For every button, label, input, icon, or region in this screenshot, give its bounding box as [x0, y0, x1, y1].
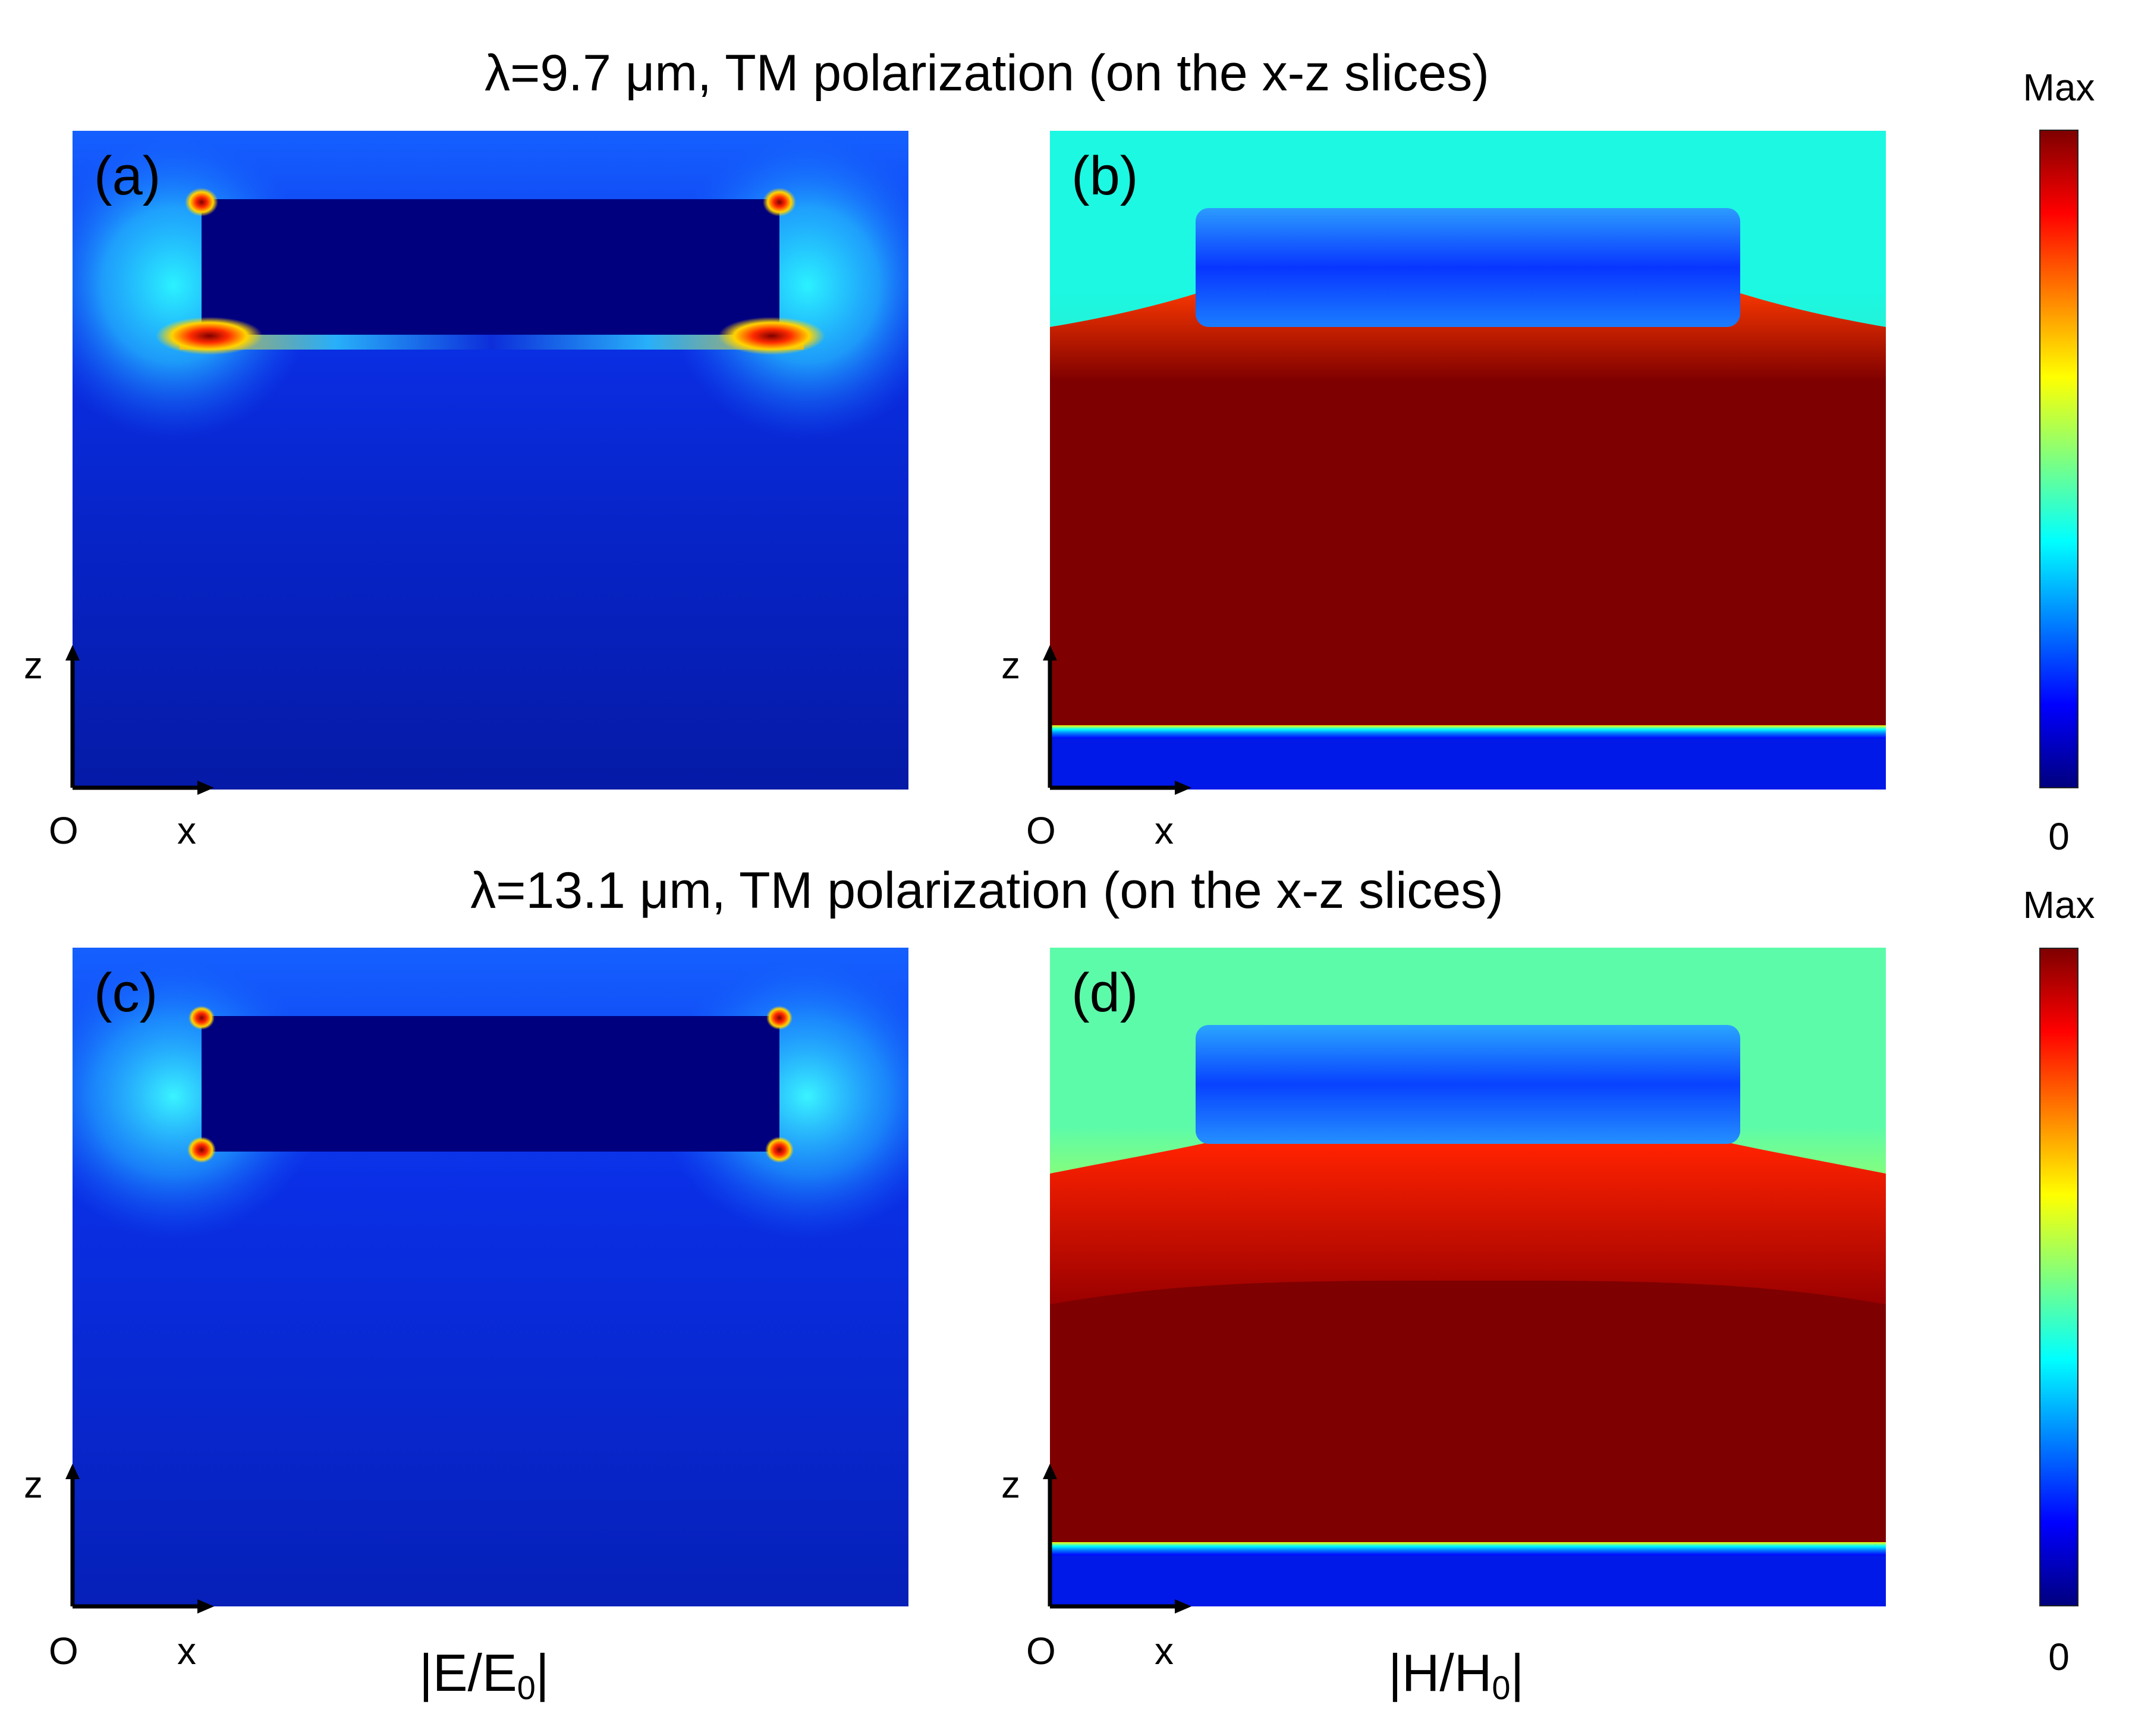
axis-x-label-c: x	[177, 1630, 196, 1672]
axis-x-label-a: x	[177, 809, 196, 852]
row-title-top: λ=9.7 μm, TM polarization (on the x-z sl…	[485, 45, 1489, 102]
panel-a-label: (a)	[94, 146, 161, 206]
quantity-e-main: |E/E	[419, 1643, 517, 1702]
axis-origin-label-a: O	[49, 809, 78, 852]
axis-arrows-b	[1043, 645, 1191, 795]
quantity-e-sub: 0	[517, 1669, 536, 1706]
panel-c-e-field-map: (c)	[73, 948, 908, 1606]
quantity-h-sub: 0	[1492, 1669, 1511, 1706]
axis-z-label-d: z	[1001, 1463, 1020, 1506]
axis-z-label-a: z	[24, 644, 43, 687]
row-title-bottom: λ=13.1 μm, TM polarization (on the x-z s…	[470, 862, 1504, 919]
quantity-e-end: |	[535, 1643, 549, 1702]
colorbar-top-min-label: 0	[2048, 815, 2070, 858]
quantity-label-e: |E/E0|	[419, 1647, 549, 1704]
axis-origin-label-b: O	[1026, 809, 1056, 852]
quantity-h-end: |	[1510, 1643, 1524, 1702]
colorbar-top-max-label: Max	[2023, 66, 2095, 109]
panel-d-label: (d)	[1071, 963, 1139, 1023]
quantity-h-main: |H/H	[1388, 1643, 1492, 1702]
panel-a-e-field-map: (a)	[73, 131, 908, 790]
axis-arrows-d	[1043, 1464, 1191, 1614]
quantity-label-h: |H/H0|	[1388, 1647, 1524, 1704]
axis-origin-label-c: O	[49, 1630, 78, 1672]
colorbar-top	[2039, 130, 2078, 788]
axis-x-label-b: x	[1155, 809, 1174, 852]
axis-origin-label-d: O	[1026, 1630, 1056, 1672]
panel-b-label: (b)	[1071, 146, 1139, 206]
colorbar-bottom	[2039, 948, 2078, 1606]
panel-d-h-field-map: (d)	[1050, 948, 1886, 1606]
colorbar-bottom-max-label: Max	[2023, 883, 2095, 926]
axis-x-label-d: x	[1155, 1630, 1174, 1672]
panel-c-label: (c)	[94, 963, 158, 1023]
colorbar-bottom-min-label: 0	[2048, 1636, 2070, 1678]
axis-z-label-b: z	[1001, 644, 1020, 687]
axis-z-label-c: z	[24, 1463, 43, 1506]
panel-b-h-field-map: (b)	[1050, 131, 1886, 790]
axis-arrows-c	[65, 1464, 214, 1614]
axis-arrows-a	[65, 645, 214, 795]
